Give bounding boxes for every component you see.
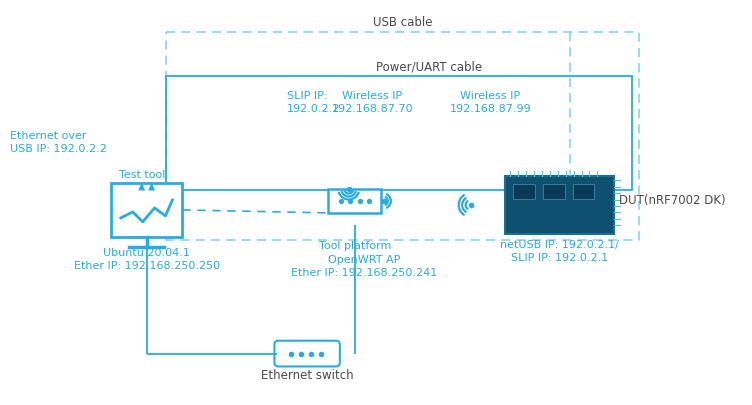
Text: USB cable: USB cable	[373, 16, 432, 29]
Text: netUSB IP: 192.0.2.1/
SLIP IP: 192.0.2.1: netUSB IP: 192.0.2.1/ SLIP IP: 192.0.2.1	[500, 240, 619, 263]
FancyBboxPatch shape	[513, 184, 535, 199]
Text: Tool platform: Tool platform	[319, 241, 391, 251]
Text: Power/UART cable: Power/UART cable	[376, 60, 482, 73]
Text: Wireless IP
192.168.87.99: Wireless IP 192.168.87.99	[450, 91, 532, 114]
Text: Ubuntu 20.04.1
Ether IP: 192.168.250.250: Ubuntu 20.04.1 Ether IP: 192.168.250.250	[74, 247, 220, 271]
FancyBboxPatch shape	[543, 184, 565, 199]
FancyBboxPatch shape	[505, 176, 614, 234]
FancyBboxPatch shape	[328, 189, 381, 213]
Text: OpenWRT AP
Ether IP: 192.168.250.241: OpenWRT AP Ether IP: 192.168.250.241	[292, 254, 438, 278]
Text: Test tool: Test tool	[119, 170, 165, 180]
Text: SLIP IP:
192.0.2.2: SLIP IP: 192.0.2.2	[287, 91, 341, 114]
FancyBboxPatch shape	[274, 341, 340, 367]
FancyBboxPatch shape	[111, 183, 182, 237]
Text: Ethernet over
USB IP: 192.0.2.2: Ethernet over USB IP: 192.0.2.2	[10, 131, 107, 154]
Text: DUT(nRF7002 DK): DUT(nRF7002 DK)	[619, 194, 726, 207]
FancyBboxPatch shape	[573, 184, 594, 199]
Text: Ethernet switch: Ethernet switch	[261, 369, 353, 382]
Text: Wireless IP
192.168.87.70: Wireless IP 192.168.87.70	[332, 91, 414, 114]
